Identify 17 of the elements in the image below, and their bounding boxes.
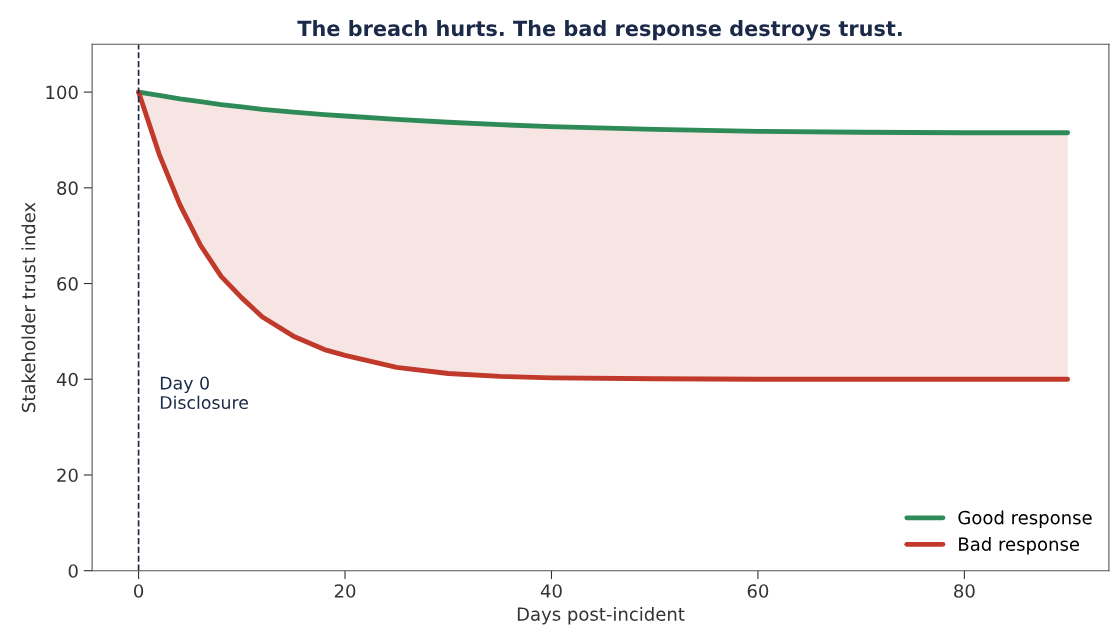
chart-title: The breach hurts. The bad response destroys trust. <box>297 20 902 41</box>
legend-label: Good response <box>958 510 1092 528</box>
x-tick-label: 80 <box>954 584 975 598</box>
y-tick-label: 20 <box>57 468 78 483</box>
ref-line-label: Day 0 Disclosure <box>160 376 249 410</box>
x-tick-label: 0 <box>134 584 144 598</box>
y-tick-label: 0 <box>68 564 78 578</box>
x-tick-label: 40 <box>540 584 562 598</box>
y-tick-label: 40 <box>56 372 78 387</box>
legend-label: Bad response <box>959 536 1080 555</box>
y-tick-label: 60 <box>57 277 78 291</box>
x-tick-label: 60 <box>747 584 769 598</box>
x-tick-label: 20 <box>334 584 356 598</box>
y-axis-title: Stakeholder trust index <box>21 202 36 412</box>
y-tick-label: 80 <box>57 181 78 195</box>
x-axis-title: Days post-incident <box>517 606 685 625</box>
y-tick-label: 100 <box>46 85 78 100</box>
